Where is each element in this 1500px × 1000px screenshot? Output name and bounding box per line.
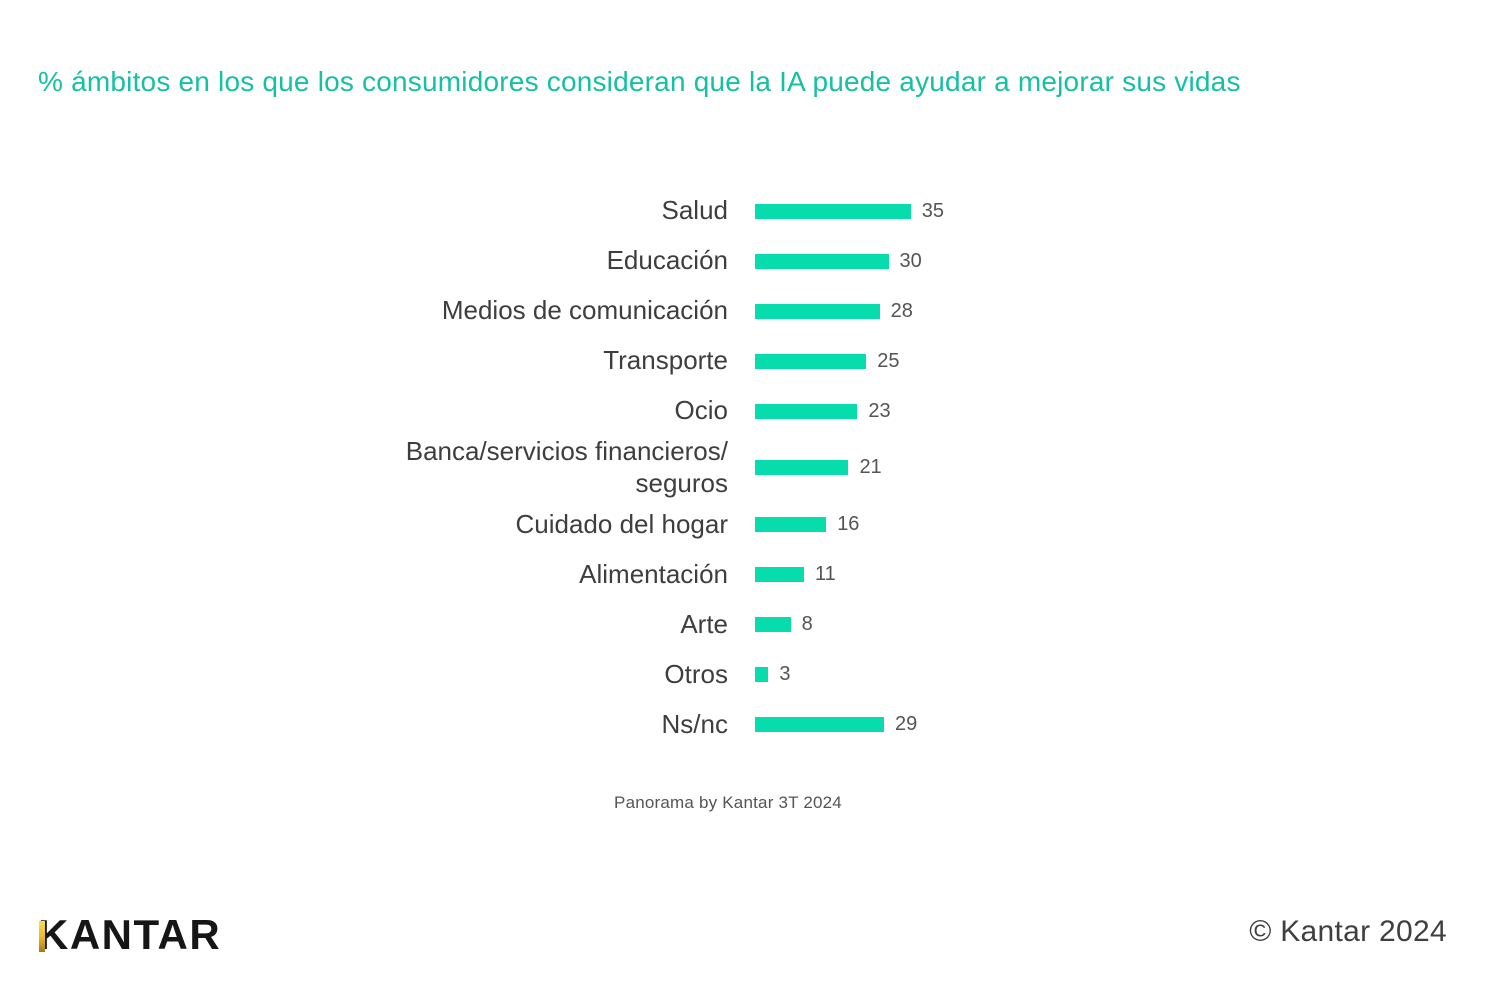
category-label: Alimentación (579, 558, 728, 589)
category-label: Medios de comunicación (441, 295, 728, 326)
kantar-logo-gold-bar-icon (39, 921, 45, 952)
category-label: Educación (606, 245, 728, 276)
bar (755, 403, 858, 419)
chart-row: Banca/servicios financieros/ seguros 21 (0, 436, 1500, 499)
category-label: Arte (680, 608, 728, 639)
bar-chart: Salud 35 Educación 30 Medios de comunicación… (0, 186, 1500, 749)
category-label: Transporte (603, 345, 728, 376)
bar (755, 253, 889, 269)
bar (755, 203, 911, 219)
bar (755, 666, 769, 682)
chart-row: Otros 3 (0, 649, 1500, 699)
chart-row: Ns/nc 29 (0, 699, 1500, 749)
chart-title: % ámbitos en los que los consumidores co… (38, 66, 1241, 97)
kantar-logo: KANTAR (38, 912, 221, 958)
value-label: 25 (877, 349, 900, 372)
chart-row: Medios de comunicación 28 (0, 286, 1500, 336)
chart-row: Cuidado del hogar 16 (0, 499, 1500, 549)
bar (755, 566, 804, 582)
chart-row: Educación 30 (0, 236, 1500, 286)
category-label: Ocio (674, 395, 728, 426)
chart-row: Transporte 25 (0, 336, 1500, 386)
chart-source-caption: Panorama by Kantar 3T 2024 (614, 793, 842, 812)
chart-row: Salud 35 (0, 186, 1500, 236)
value-label: 23 (868, 399, 891, 422)
value-label: 11 (814, 562, 836, 585)
bar (755, 616, 791, 632)
category-label: Salud (661, 195, 729, 226)
chart-row: Ocio 23 (0, 386, 1500, 436)
value-label: 30 (899, 249, 922, 272)
value-label: 8 (801, 612, 813, 635)
bar (755, 716, 885, 732)
kantar-logo-text: KANTAR (38, 911, 222, 958)
bar (755, 353, 867, 369)
bar (755, 303, 880, 319)
category-label: Banca/servicios financieros/ seguros (405, 436, 728, 498)
value-label: 16 (837, 512, 860, 535)
bar (755, 460, 849, 476)
value-label: 35 (921, 199, 944, 222)
copyright-text: © Kantar 2024 (1249, 915, 1447, 948)
value-label: 21 (859, 456, 882, 479)
value-label: 29 (895, 712, 918, 735)
value-label: 28 (890, 299, 913, 322)
value-label: 3 (779, 662, 791, 685)
chart-row: Alimentación 11 (0, 549, 1500, 599)
category-label: Ns/nc (661, 708, 728, 739)
bar (755, 516, 827, 532)
chart-row: Arte 8 (0, 599, 1500, 649)
category-label: Otros (664, 658, 728, 689)
category-label: Cuidado del hogar (515, 508, 729, 539)
